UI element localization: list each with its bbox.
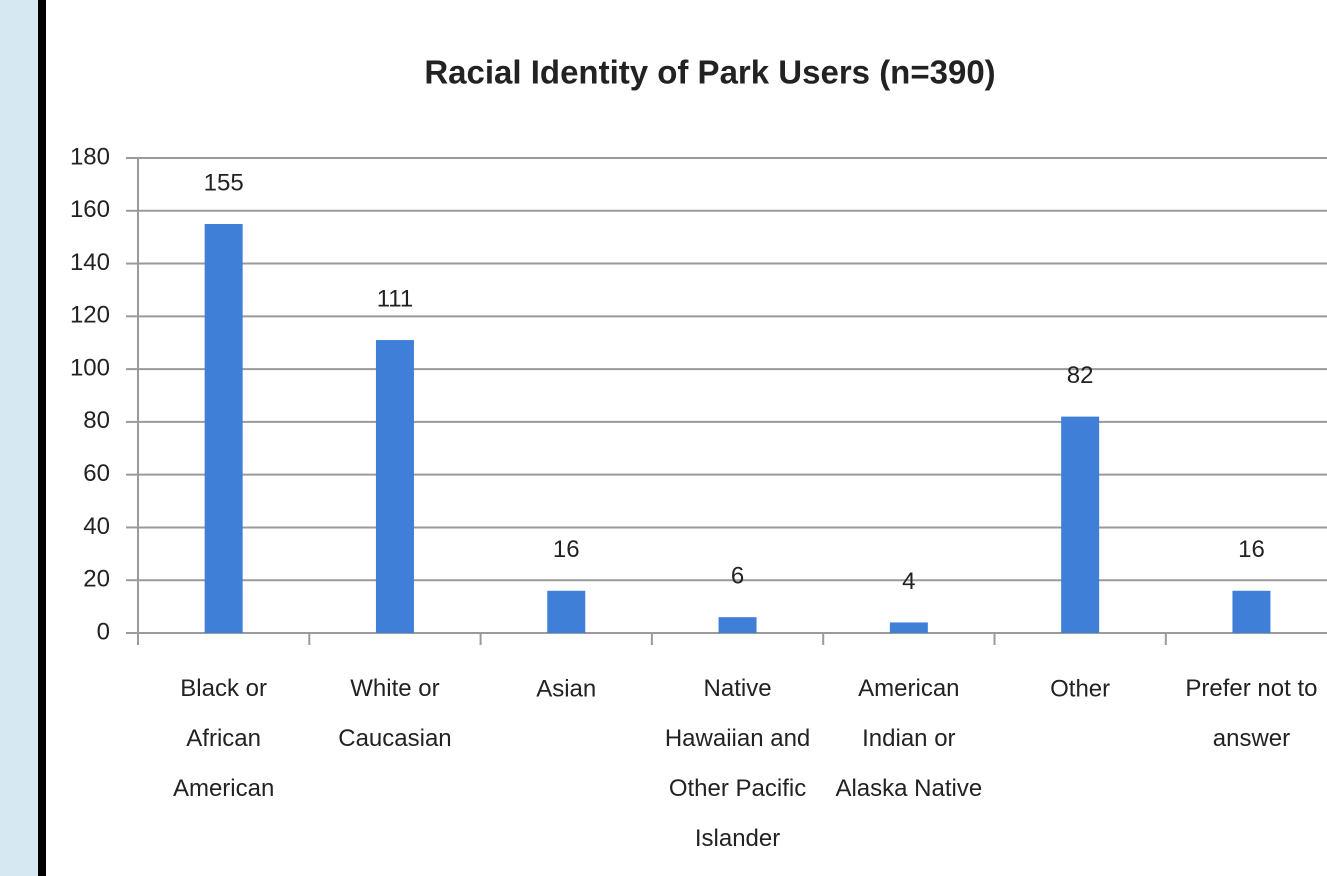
y-tick-label: 140: [70, 249, 110, 276]
bar: [1061, 416, 1100, 633]
chart-title: Racial Identity of Park Users (n=390): [424, 54, 995, 91]
x-tick-label: Asian: [536, 675, 596, 702]
value-label: 82: [1067, 362, 1094, 389]
y-tick-label: 80: [83, 407, 110, 434]
y-tick-label: 160: [70, 196, 110, 223]
x-tick-label: Black or African American: [173, 675, 274, 802]
y-tick-label: 40: [83, 513, 110, 540]
x-tick-label: White or Caucasian: [338, 675, 451, 752]
bar: [547, 590, 586, 633]
value-label: 111: [377, 285, 413, 312]
value-label: 16: [553, 536, 580, 563]
side-strip: [0, 0, 38, 876]
y-tick-label: 20: [83, 566, 110, 593]
y-tick-label: 180: [70, 143, 110, 170]
side-border: [38, 0, 46, 876]
x-tick-label: American Indian or Alaska Native: [835, 675, 982, 802]
value-label: 16: [1238, 536, 1265, 563]
y-tick-label: 60: [83, 460, 110, 487]
bar: [718, 617, 757, 633]
bar: [889, 622, 928, 633]
bar: [204, 223, 243, 633]
x-tick-label: Prefer not to answer: [1185, 675, 1317, 752]
value-label: 6: [731, 563, 744, 590]
y-tick-label: 120: [70, 302, 110, 329]
x-tick-label: Other: [1050, 675, 1110, 702]
bar: [375, 340, 414, 633]
bar: [1232, 590, 1271, 633]
value-label: 4: [902, 568, 915, 595]
value-label: 155: [204, 169, 244, 196]
y-tick-label: 100: [70, 354, 110, 381]
x-tick-label: Native Hawaiian and Other Pacific Islander: [665, 675, 810, 852]
y-tick-label: 0: [97, 618, 110, 645]
